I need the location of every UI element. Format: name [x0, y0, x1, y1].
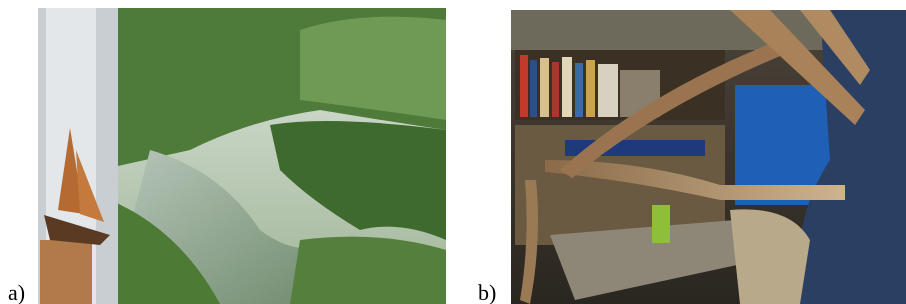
photo-a [38, 8, 446, 304]
photo-b [511, 10, 906, 304]
figure: a) b) [0, 0, 906, 304]
page: a) b) (() => { const data = JSON.parse(d… [0, 0, 906, 304]
panel-label: b) [478, 280, 496, 304]
panel-label: a) [8, 280, 25, 304]
